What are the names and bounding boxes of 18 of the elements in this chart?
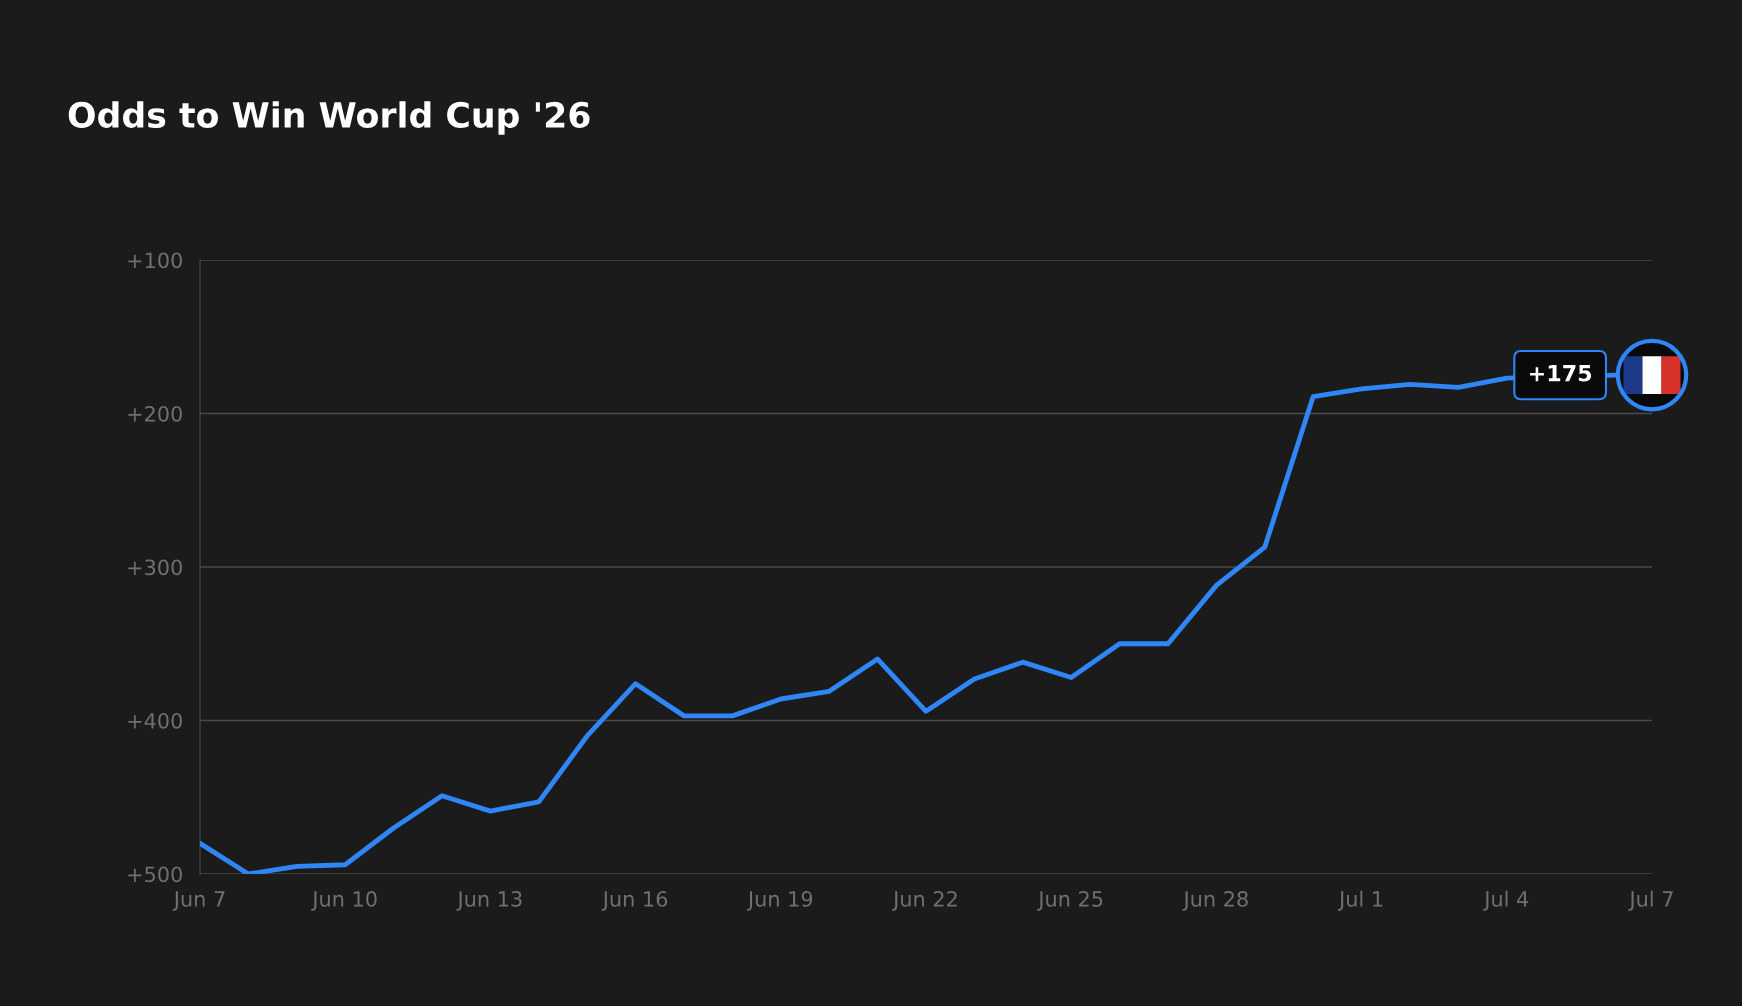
x-tick-label: Jun 7 — [172, 891, 225, 911]
y-tick-label: +200 — [128, 405, 182, 422]
y-tick-label: +300 — [128, 559, 182, 576]
x-tick-label: Jun 10 — [311, 891, 377, 911]
x-tick-label: Jun 19 — [746, 891, 813, 911]
annotation: +175 — [1529, 365, 1592, 382]
chart-title: Odds to Win World Cup '26 — [68, 101, 590, 135]
x-tick-label: Jun 25 — [1037, 891, 1103, 911]
x-tick-label: Jul 7 — [1628, 890, 1673, 911]
x-tick-label: Jun 13 — [456, 891, 522, 911]
y-tick-label: +100 — [128, 252, 182, 269]
x-tick-label: Jul 1 — [1338, 890, 1383, 911]
y-tick-label: +400 — [128, 712, 182, 729]
x-tick-label: Jun 16 — [601, 891, 668, 911]
x-tick-label: Jul 4 — [1483, 890, 1529, 911]
x-tick-label: Jun 28 — [1182, 891, 1248, 911]
y-tick-label: +500 — [128, 866, 182, 883]
x-tick-label: Jun 22 — [892, 891, 957, 911]
